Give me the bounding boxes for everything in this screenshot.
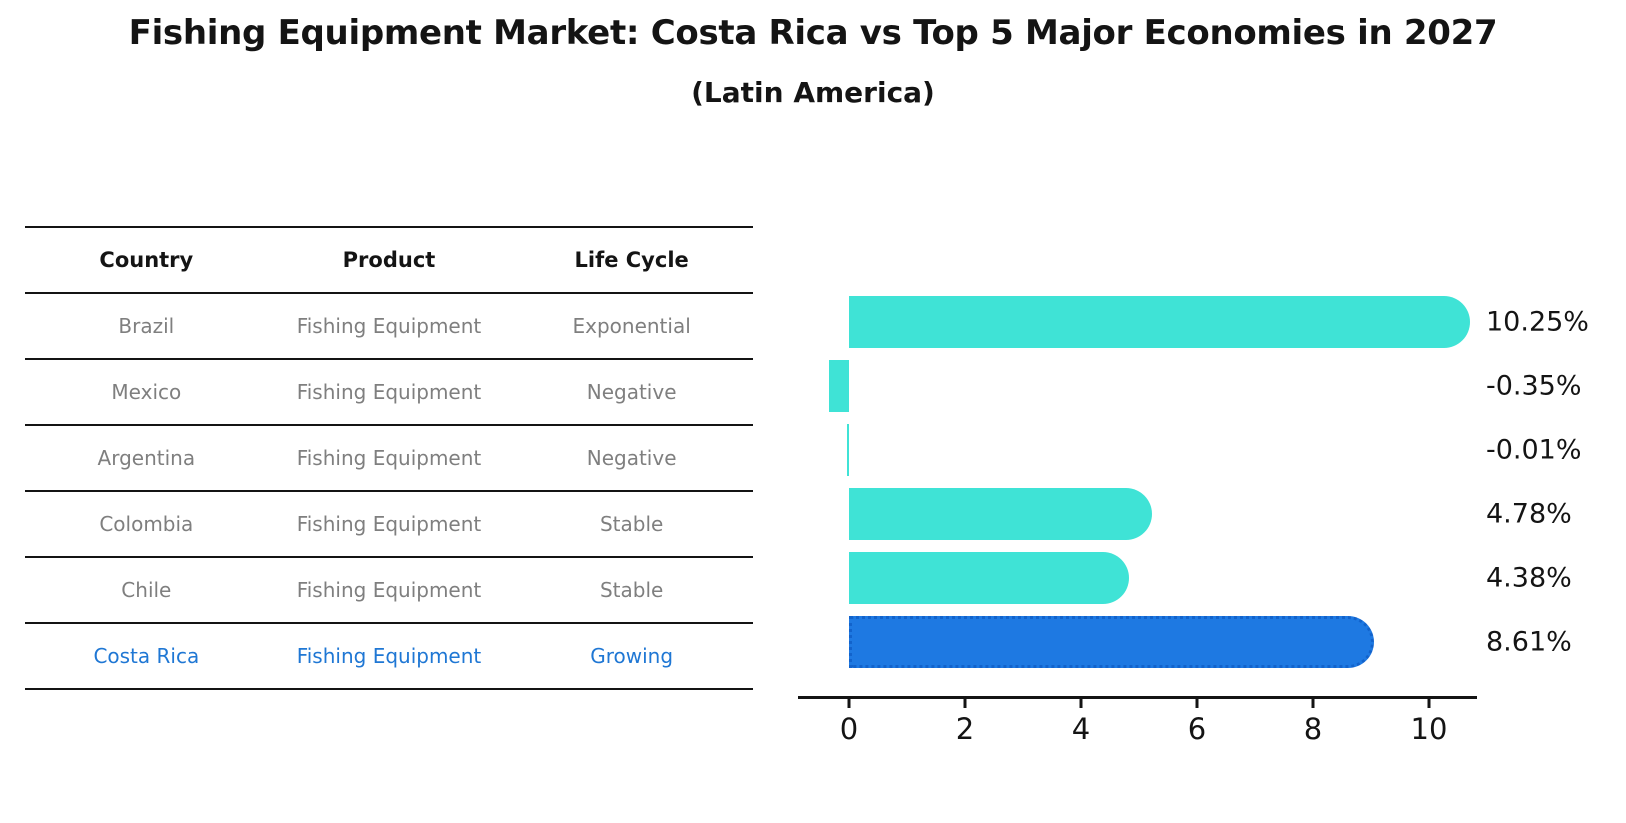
table-cell-product: Fishing Equipment [296,578,482,602]
x-axis-tick [1079,699,1083,708]
table-header-row: Country Product Life Cycle [25,226,753,294]
table-cell-country: Colombia [99,512,194,536]
table-cell-product: Fishing Equipment [296,446,482,470]
table-cell-product: Product [342,248,436,272]
table-cell-life-cycle: Growing [590,644,674,668]
bar-value-label: -0.35% [1486,370,1582,402]
table-cell-product: Fishing Equipment [296,314,482,338]
table-cell-product: Fishing Equipment [296,644,482,668]
bar-chile [849,552,1130,604]
table-row: Brazil Fishing Equipment Exponential [25,294,753,360]
table-cell-life-cycle: Stable [599,512,664,536]
x-axis-tick-label: 6 [1187,712,1207,746]
chart-subtitle: (Latin America) [691,76,935,109]
bar-mexico [828,360,849,412]
table-cell-country: Mexico [111,380,182,404]
bar-costa-rica [849,616,1375,668]
table-cell-product: Fishing Equipment [296,512,482,536]
table-cell-country: Brazil [118,314,175,338]
table-cell-country: Argentina [97,446,196,470]
comparison-table: Country Product Life Cycle Brazil Fishin… [25,226,753,690]
x-axis-tick [1195,699,1199,708]
x-axis-tick [847,699,851,708]
bar-value-label: 4.38% [1486,562,1572,594]
table-row: Chile Fishing Equipment Stable [25,558,753,624]
bar-value-label: 8.61% [1486,626,1572,658]
table-cell-country: Chile [121,578,172,602]
x-axis-line [798,696,1477,699]
table-cell-life-cycle: Negative [586,380,677,404]
table-cell-life-cycle: Stable [599,578,664,602]
x-axis-tick [1311,699,1315,708]
table-cell-life-cycle: Life Cycle [574,248,689,272]
bar-brazil [849,296,1470,348]
bar-value-label: -0.01% [1486,434,1582,466]
table-cell-life-cycle: Exponential [572,314,691,338]
x-axis-tick-label: 8 [1303,712,1323,746]
table-row: Colombia Fishing Equipment Stable [25,492,753,558]
x-axis-tick-label: 0 [839,712,859,746]
chart-title: Fishing Equipment Market: Costa Rica vs … [128,13,1498,53]
table-row-highlighted: Costa Rica Fishing Equipment Growing [25,624,753,690]
x-axis-tick-label: 4 [1071,712,1091,746]
table-cell-country: Country [99,248,194,272]
table-row: Argentina Fishing Equipment Negative [25,426,753,492]
x-axis-tick [1427,699,1431,708]
bar-colombia [849,488,1153,540]
x-axis-tick-label: 10 [1410,712,1448,746]
table-cell-life-cycle: Negative [586,446,677,470]
bar-argentina [847,424,849,476]
x-axis-tick-label: 2 [955,712,975,746]
table-cell-product: Fishing Equipment [296,380,482,404]
bar-value-label: 4.78% [1486,498,1572,530]
bar-value-label: 10.25% [1486,306,1589,338]
table-cell-country: Costa Rica [93,644,200,668]
table-row: Mexico Fishing Equipment Negative [25,360,753,426]
x-axis-tick [963,699,967,708]
